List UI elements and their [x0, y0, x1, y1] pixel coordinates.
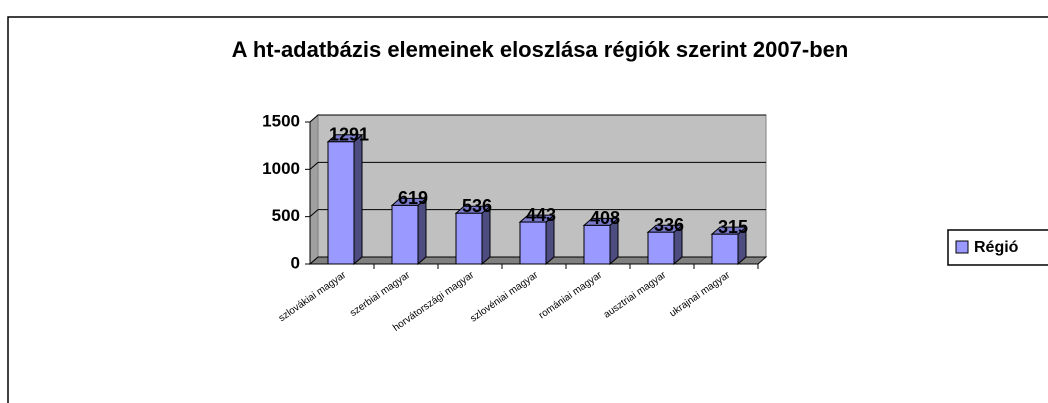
- y-tick-label: 1000: [262, 159, 300, 178]
- data-label: 443: [526, 205, 556, 225]
- x-tick-label: szlovákiai magyar: [277, 269, 349, 324]
- y-tick-label: 1500: [262, 111, 300, 130]
- data-label: 536: [462, 196, 492, 216]
- bar: [583, 224, 611, 265]
- y-tick-label: 0: [291, 253, 300, 272]
- data-label: 315: [718, 217, 748, 237]
- side-wall: [309, 113, 319, 266]
- x-tick-label: romániai magyar: [537, 269, 605, 321]
- grid-line: [309, 114, 766, 123]
- legend-box: [947, 229, 1048, 266]
- legend-label: Régió: [974, 239, 1019, 256]
- bar-side: [417, 197, 427, 266]
- legend-swatch: [955, 240, 969, 254]
- bar: [391, 204, 419, 265]
- grid-line: [309, 161, 766, 170]
- bar: [455, 212, 483, 265]
- data-label: 1291: [329, 125, 369, 145]
- data-label: 619: [398, 188, 428, 208]
- data-label: 408: [590, 208, 620, 228]
- bar: [711, 233, 739, 265]
- x-tick-label: ausztriai magyar: [602, 269, 669, 320]
- chart-frame: [7, 16, 1048, 403]
- y-tick-label: 500: [272, 206, 300, 225]
- chart-title: A ht-adatbázis elemeinek eloszlása régió…: [232, 37, 849, 62]
- legend: Régió: [947, 229, 1048, 266]
- data-label: 336: [654, 215, 684, 235]
- bar: [327, 141, 355, 265]
- bar-side: [353, 133, 363, 266]
- bar: [519, 221, 547, 265]
- x-tick-label: szlovéniai magyar: [468, 269, 540, 324]
- grid-line: [309, 209, 766, 218]
- x-tick-label: ukrajnai magyar: [668, 269, 733, 319]
- x-tick-label: szerbiai magyar: [348, 269, 413, 319]
- bar: [647, 231, 675, 265]
